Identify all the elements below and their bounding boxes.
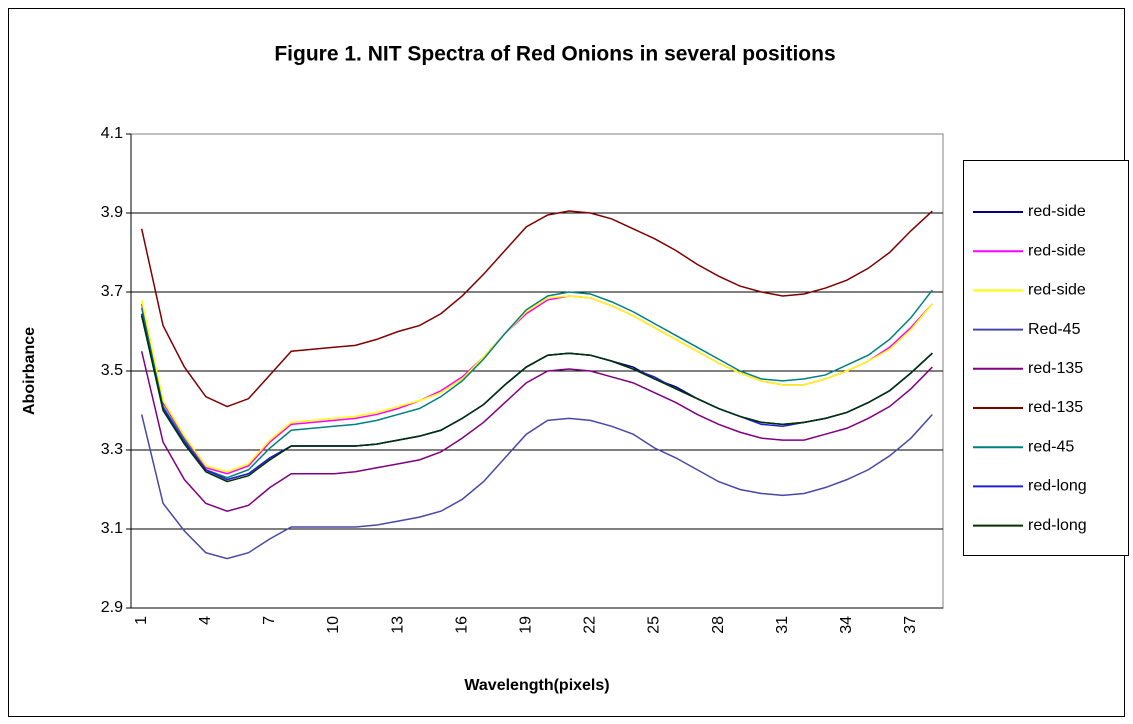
- x-tick-label: 7: [261, 616, 278, 625]
- x-tick-label: 28: [710, 616, 727, 634]
- legend-label: red-long: [1028, 517, 1087, 534]
- x-tick-label: 25: [646, 616, 663, 634]
- legend-label: red-45: [1028, 438, 1074, 455]
- legend-label: red-side: [1028, 282, 1086, 299]
- legend-label: red-side: [1028, 203, 1086, 220]
- y-tick-label: 4.1: [101, 125, 123, 142]
- y-tick-label: 2.9: [101, 599, 123, 616]
- x-tick-label: 22: [582, 616, 599, 634]
- x-tick-label: 16: [453, 616, 470, 634]
- legend-label: red-side: [1028, 242, 1086, 259]
- y-tick-label: 3.3: [101, 441, 123, 458]
- x-tick-label: 34: [838, 616, 855, 634]
- y-tick-label: 3.7: [101, 283, 123, 300]
- legend-label: red-135: [1028, 360, 1083, 377]
- series-line: [140, 210, 933, 408]
- y-axis-label: Aboirbance: [21, 327, 38, 415]
- series-line: [140, 413, 933, 560]
- y-tick-label: 3.9: [101, 204, 123, 221]
- x-tick-label: 37: [902, 616, 919, 634]
- x-tick-label: 13: [389, 616, 406, 634]
- legend-label: red-long: [1028, 478, 1087, 495]
- x-axis-label: Wavelength(pixels): [464, 677, 609, 694]
- x-tick-label: 31: [774, 616, 791, 634]
- x-tick-label: 19: [518, 616, 535, 634]
- series-line: [140, 295, 933, 473]
- series-line: [140, 289, 933, 479]
- y-tick-label: 3.1: [101, 520, 123, 537]
- series-line: [140, 351, 933, 513]
- legend-label: red-135: [1028, 399, 1083, 416]
- series-line: [140, 315, 933, 483]
- x-tick-label: 1: [133, 616, 150, 625]
- y-tick-label: 3.5: [101, 362, 123, 379]
- chart-title: Figure 1. NIT Spectra of Red Onions in s…: [274, 43, 835, 66]
- x-tick-label: 10: [325, 616, 342, 634]
- legend: [963, 160, 1129, 556]
- x-tick-label: 4: [197, 616, 214, 625]
- legend-label: Red-45: [1028, 321, 1081, 338]
